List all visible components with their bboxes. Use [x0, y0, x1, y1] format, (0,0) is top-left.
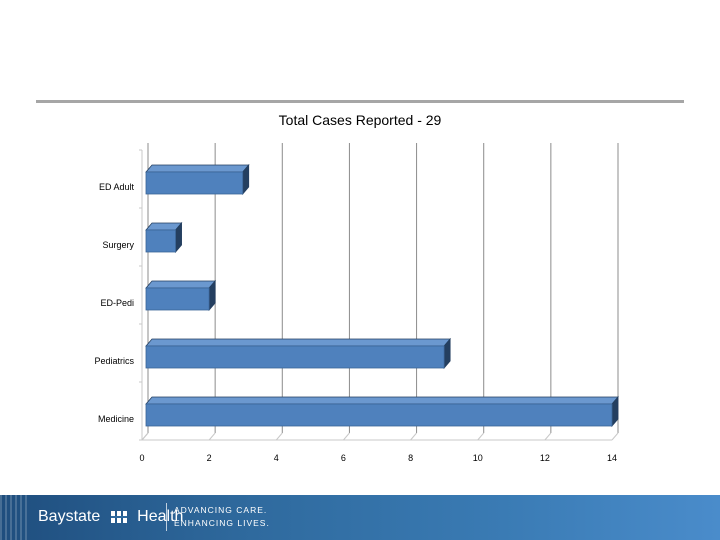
- floor-gridline: [208, 432, 216, 441]
- x-tick-label: 10: [473, 453, 483, 463]
- y-category-label: ED-Pedi: [100, 298, 134, 308]
- floor-gridline: [343, 432, 350, 441]
- floor-gridline: [410, 432, 417, 441]
- y-category-label: Surgery: [102, 240, 134, 250]
- footer-banner: Baystate Health ADVANCING CARE. ENHANCIN…: [0, 495, 720, 540]
- tagline-divider: [166, 503, 167, 531]
- floor-gridline: [275, 432, 283, 441]
- bar: [145, 403, 613, 427]
- bar-top-face: [145, 280, 217, 289]
- bar: [145, 345, 445, 369]
- chart-plot: 0 2 4 6 8 10 12 14 ED Adult Surgery ED-Pedi Pediatr…: [94, 143, 619, 463]
- x-tick-label: 6: [341, 453, 346, 463]
- x-tick-label: 12: [540, 453, 550, 463]
- chart: Total Cases Reported - 29 0 2 4 6 8 10 12 14 ED …: [94, 112, 619, 463]
- brand-name-left: Baystate: [38, 508, 101, 525]
- x-tick-label: 14: [607, 453, 617, 463]
- bar-top-face: [145, 396, 619, 405]
- y-category-label: ED Adult: [99, 182, 135, 192]
- x-tick-label: 4: [274, 453, 279, 463]
- top-rule: [36, 100, 684, 103]
- y-category-label: Pediatrics: [94, 356, 134, 366]
- baystate-logo-icon: [110, 510, 127, 523]
- bar-top-face: [145, 338, 452, 347]
- floor-gridline: [544, 432, 552, 441]
- footer-stripes: [0, 495, 30, 540]
- brand-logo: Baystate Health: [38, 508, 183, 526]
- tagline-line-1: ADVANCING CARE.: [174, 505, 268, 515]
- floor-gridline: [141, 432, 149, 441]
- tagline: ADVANCING CARE. ENHANCING LIVES.: [174, 504, 270, 530]
- brand-name-right: Health: [137, 508, 184, 525]
- bar: [145, 229, 176, 253]
- x-tick-label: 2: [207, 453, 212, 463]
- y-category-label: Medicine: [98, 414, 134, 424]
- x-tick-label: 0: [139, 453, 144, 463]
- floor-gridline: [611, 432, 619, 441]
- floor-gridline: [477, 432, 485, 441]
- tagline-line-2: ENHANCING LIVES.: [174, 518, 270, 528]
- x-tick-label: 8: [408, 453, 413, 463]
- bar: [145, 287, 210, 311]
- chart-title: Total Cases Reported - 29: [278, 112, 442, 128]
- bar-top-face: [145, 164, 250, 173]
- bar: [145, 171, 244, 195]
